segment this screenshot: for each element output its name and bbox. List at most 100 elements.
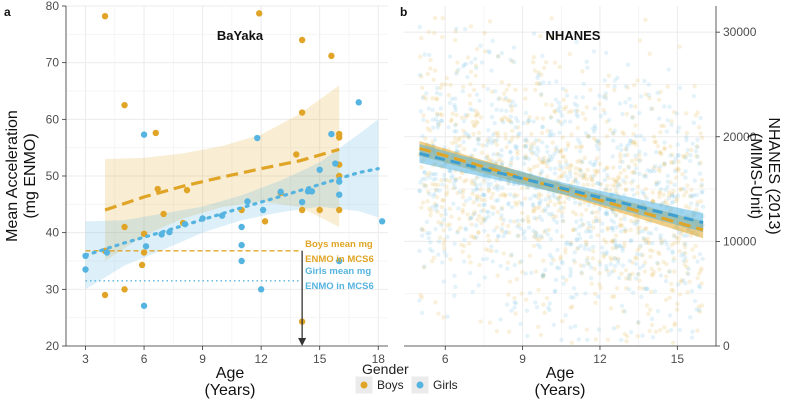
data-point-girls — [627, 96, 632, 102]
data-point-girls — [501, 120, 506, 125]
data-point-girls — [577, 200, 583, 206]
data-point-boys — [439, 112, 445, 118]
data-point-girls — [499, 147, 504, 153]
data-point-boys — [643, 194, 648, 199]
data-point-girls — [516, 132, 521, 137]
data-point-girls — [482, 202, 488, 207]
data-point-girls — [627, 273, 632, 278]
data-point-girls — [463, 131, 468, 136]
data-point-boys — [525, 214, 531, 220]
data-point-boys — [656, 97, 662, 103]
data-point-boys — [641, 237, 647, 242]
data-point-girls — [547, 252, 553, 258]
data-point-boys — [472, 182, 477, 187]
data-point-girls — [496, 96, 501, 102]
data-point-girls — [526, 118, 531, 123]
data-point-girls — [519, 200, 525, 206]
data-point-girls — [486, 209, 491, 215]
data-point-boys — [534, 81, 539, 86]
data-point-boys — [498, 216, 504, 221]
data-point-boys — [694, 153, 699, 159]
data-point-girls — [602, 177, 608, 183]
data-point-boys — [500, 191, 506, 197]
data-point-girls — [552, 288, 558, 294]
data-point-girls — [644, 196, 650, 201]
data-point-girls — [475, 175, 480, 180]
data-point-boys — [468, 82, 473, 87]
data-point-boys — [643, 238, 648, 243]
data-point-boys — [579, 144, 585, 149]
data-point-boys — [593, 300, 598, 306]
data-point-boys — [424, 183, 429, 189]
data-point-boys — [648, 289, 654, 295]
data-point-girls — [509, 120, 514, 125]
data-point-girls — [586, 228, 592, 234]
data-point-girls — [495, 187, 500, 192]
data-point-girls — [436, 239, 442, 244]
data-point-boys — [458, 225, 463, 230]
data-point-boys — [582, 175, 587, 180]
data-point-girls — [511, 45, 517, 50]
data-point-boys — [474, 196, 479, 201]
data-point-girls — [539, 168, 545, 174]
data-point-girls — [484, 143, 489, 148]
data-point-boys — [494, 225, 500, 230]
data-point-girls — [581, 263, 587, 268]
data-point-girls — [697, 285, 703, 290]
data-point-boys — [631, 169, 637, 175]
data-point-boys — [629, 218, 634, 224]
data-point-boys — [428, 212, 433, 218]
data-point-girls — [622, 226, 628, 232]
data-point-boys — [473, 108, 478, 114]
data-point-boys — [541, 65, 547, 71]
data-point-girls — [463, 227, 469, 232]
data-point-girls — [431, 171, 437, 177]
data-point-boys — [616, 176, 622, 181]
data-point-boys — [474, 119, 479, 124]
data-point-girls — [691, 120, 696, 125]
data-point-girls — [641, 263, 646, 269]
data-point-girls — [548, 129, 553, 134]
data-point-girls — [603, 96, 609, 101]
data-point-boys — [512, 295, 517, 301]
data-point-boys — [697, 309, 702, 315]
data-point-boys — [470, 119, 475, 125]
data-point-girls — [438, 92, 443, 97]
data-point-boys — [443, 82, 448, 87]
data-point-girls — [461, 118, 467, 124]
data-point-boys — [494, 142, 500, 147]
data-point-girls — [460, 89, 466, 94]
data-point-girls — [588, 229, 593, 234]
data-point-girls — [602, 110, 608, 116]
data-point-girls — [562, 119, 567, 124]
data-point-boys — [618, 151, 623, 157]
data-point-boys — [439, 178, 444, 183]
data-point-girls — [519, 259, 524, 264]
data-point-girls — [693, 149, 699, 154]
data-point-boys — [495, 133, 501, 139]
data-point-girls — [590, 126, 596, 131]
data-point-boys — [677, 292, 683, 297]
data-point-boys — [563, 88, 569, 93]
data-point-girls — [630, 290, 636, 295]
data-point-boys — [419, 35, 424, 41]
data-point-girls — [586, 262, 592, 267]
data-point-girls — [535, 145, 540, 151]
data-point-boys — [542, 160, 547, 165]
data-point-girls — [633, 153, 638, 158]
data-point-girls — [509, 308, 514, 313]
data-point-boys — [695, 144, 700, 149]
data-point-boys — [534, 216, 540, 222]
data-point-boys — [672, 322, 677, 328]
data-point-girls — [578, 168, 583, 174]
data-point-girls — [609, 225, 615, 230]
data-point-girls — [523, 144, 529, 149]
data-point-boys — [459, 115, 465, 120]
data-point-girls — [489, 102, 494, 107]
data-point-boys — [556, 195, 561, 201]
data-point-girls — [596, 294, 601, 300]
data-point-boys — [506, 292, 511, 297]
data-point-girls — [579, 270, 584, 275]
data-point-girls — [584, 229, 589, 234]
data-point-boys — [539, 130, 545, 136]
